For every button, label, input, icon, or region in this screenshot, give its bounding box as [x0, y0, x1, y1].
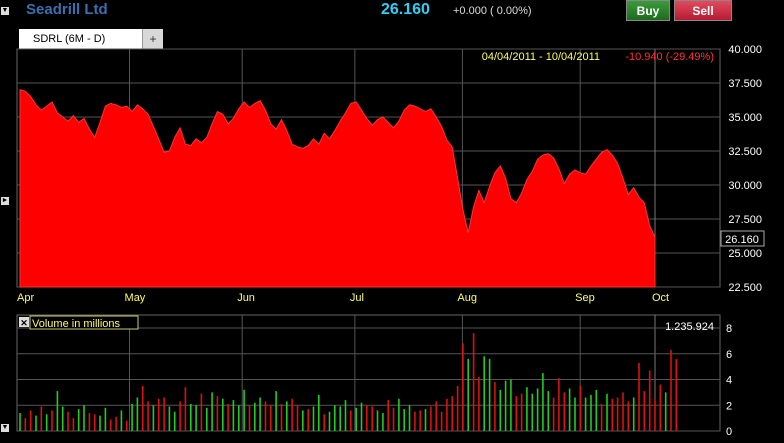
price-y-tick-label: 22.500	[728, 282, 762, 294]
volume-y-tick-label: 0	[726, 426, 732, 438]
panel-expand-arrow-icon[interactable]: ►	[1, 197, 9, 205]
last-price: 26.160	[381, 1, 430, 18]
last-price-axis-label: 26.160	[725, 234, 759, 246]
last-price-box	[720, 230, 765, 247]
close-volume-icon[interactable]	[19, 317, 29, 327]
add-tab-button[interactable]: +	[142, 29, 163, 49]
x-tick-label: Jun	[237, 292, 255, 304]
x-tick-label: Aug	[457, 292, 477, 304]
x-tick-label: Oct	[652, 292, 669, 304]
price-y-tick-label: 37.500	[728, 78, 762, 90]
price-y-tick-label: 25.000	[728, 248, 762, 260]
panel-collapse-arrow-icon[interactable]: ▼	[1, 424, 9, 432]
volume-panel-frame	[16, 314, 721, 432]
price-y-tick-label: 40.000	[728, 44, 762, 56]
volume-y-tick-label: 8	[726, 323, 732, 335]
volume-y-tick-label: 2	[726, 400, 732, 412]
collapse-arrow-icon[interactable]: ▼	[1, 7, 9, 15]
quote-header: Seadrill Ltd 26.160 +0.000 ( 0.00%) Buy …	[0, 0, 784, 24]
date-range-label: 04/04/2011 - 10/04/2011	[482, 51, 600, 63]
period-change-label: -10.940 (-29.49%)	[625, 51, 714, 63]
close-x-glyph: ✕	[20, 318, 28, 328]
price-y-tick-label: 32.500	[728, 146, 762, 158]
buy-button[interactable]: Buy	[626, 0, 670, 21]
price-area-series	[19, 89, 656, 288]
volume-y-tick-label: 4	[726, 375, 732, 387]
instrument-title: Seadrill Ltd	[26, 1, 108, 18]
price-y-tick-label: 35.000	[728, 112, 762, 124]
x-tick-label: May	[125, 292, 146, 304]
price-y-tick-label: 27.500	[728, 214, 762, 226]
volume-panel-title: Volume in millions	[32, 318, 121, 330]
x-tick-label: Sep	[575, 292, 595, 304]
sell-button[interactable]: Sell	[674, 0, 732, 21]
price-change: +0.000 ( 0.00%)	[453, 5, 532, 17]
x-tick-label: Apr	[17, 292, 34, 304]
volume-last-value: 1.235.924	[665, 321, 714, 333]
volume-y-tick-label: 6	[726, 349, 732, 361]
x-tick-label: Jul	[350, 292, 364, 304]
volume-title-box[interactable]	[29, 315, 139, 330]
tab-sdrl-chart[interactable]: SDRL (6M - D)	[19, 29, 142, 49]
chart-tabbar: SDRL (6M - D) +	[0, 29, 784, 49]
price-y-tick-label: 30.000	[728, 180, 762, 192]
